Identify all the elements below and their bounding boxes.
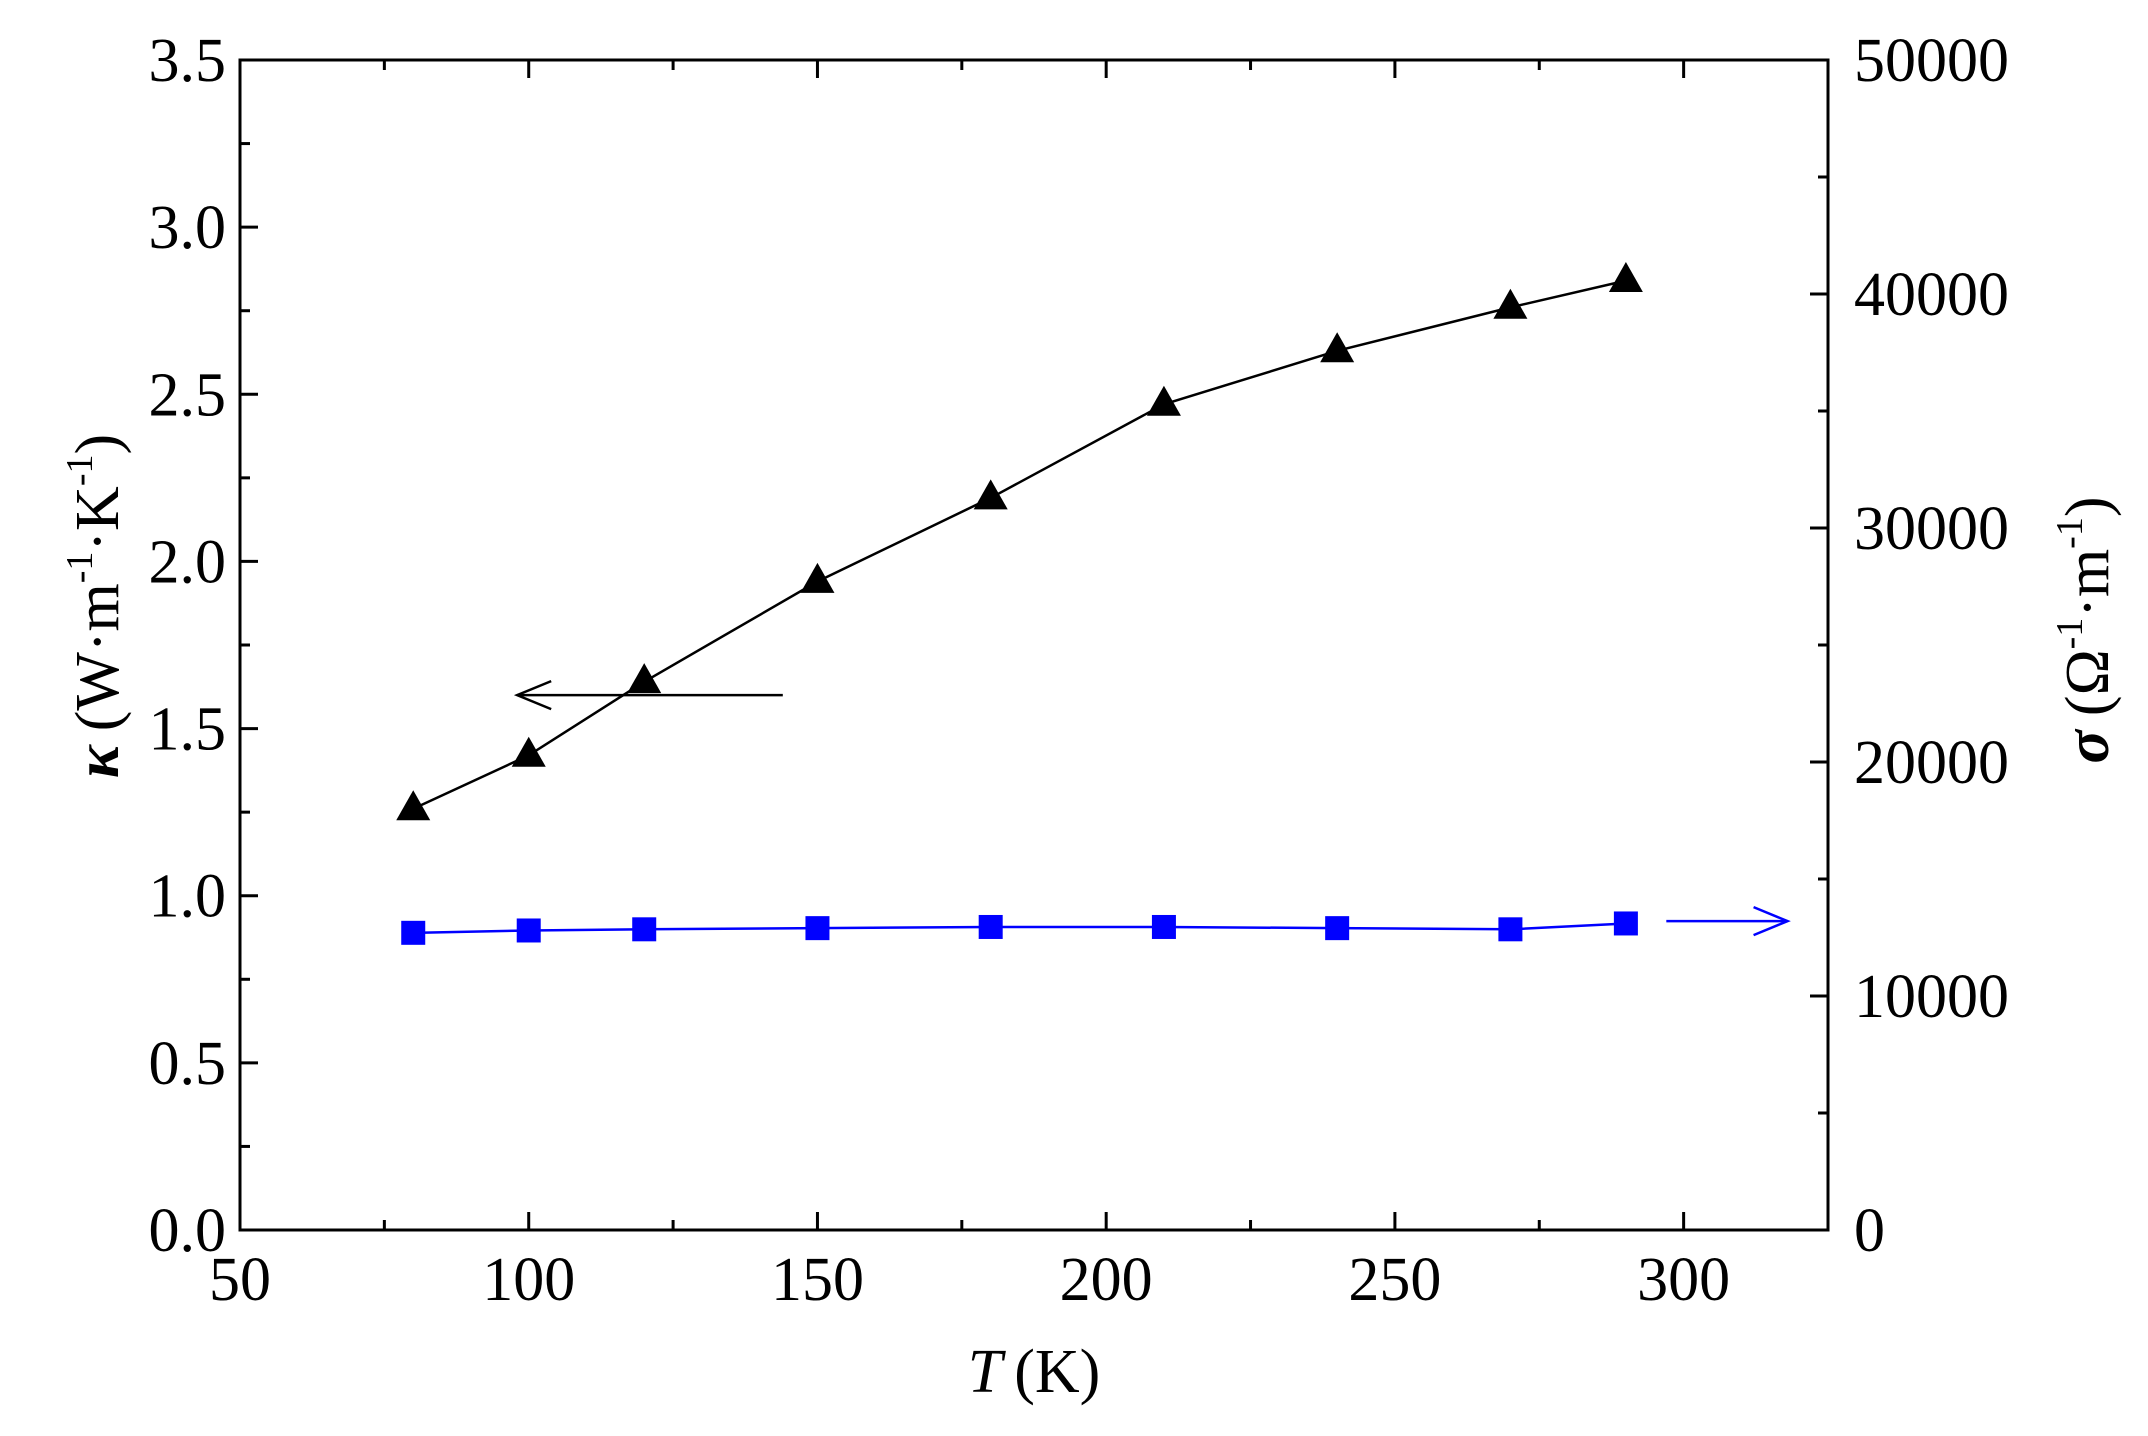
right-y-axis-unit-mid: ·m	[2054, 549, 2122, 618]
x-axis: 50 100 150 200 250 300	[209, 60, 1730, 1314]
arrow-right	[1666, 905, 1791, 937]
left-y-axis-unit-mid: ·K	[64, 486, 132, 552]
right-y-tick-label: 0	[1854, 1197, 1885, 1265]
left-y-tick-label: 1.0	[149, 863, 227, 931]
right-y-tick-label: 40000	[1854, 261, 2009, 329]
left-y-tick-label: 3.5	[149, 27, 227, 95]
data-point	[1151, 914, 1176, 939]
data-point	[511, 736, 546, 767]
x-tick-label: 50	[209, 1246, 271, 1314]
series-triangle-left	[396, 262, 1643, 821]
data-point	[1498, 917, 1523, 942]
arrow-head	[513, 679, 552, 711]
left-y-axis: 0.0 0.5 1.0 1.5 2.0 2.5 3.0 3.5	[149, 27, 258, 1265]
right-y-axis-unit-open: (Ω	[2054, 649, 2122, 716]
right-y-axis-unit-close: )	[2054, 497, 2122, 518]
x-tick-label: 250	[1348, 1246, 1441, 1314]
right-y-axis-title: σ(Ω-1·m-1)	[2049, 497, 2122, 764]
x-tick-label: 150	[771, 1246, 864, 1314]
left-y-axis-title: κ(W·m-1·K-1)	[59, 434, 132, 778]
data-point	[516, 918, 541, 943]
right-y-tick-label: 30000	[1854, 495, 2009, 563]
arrow-left	[513, 679, 783, 711]
x-axis-symbol: T	[968, 1338, 1007, 1406]
x-tick-label: 200	[1060, 1246, 1153, 1314]
x-tick-label: 300	[1637, 1246, 1730, 1314]
data-point	[1146, 385, 1181, 416]
left-y-tick-label: 1.5	[149, 696, 227, 764]
annotation-arrows	[513, 679, 1791, 937]
right-y-axis-exp2: -1	[2049, 517, 2091, 549]
right-y-tick-label: 50000	[1854, 27, 2009, 95]
x-axis-title: T (K)	[968, 1338, 1101, 1406]
right-y-axis: 0 10000 20000 30000 40000 50000	[1810, 27, 2009, 1265]
series-line	[413, 922, 1626, 935]
data-point	[627, 663, 662, 694]
right-y-tick-label: 20000	[1854, 729, 2009, 797]
data-point	[1320, 332, 1355, 363]
left-y-axis-symbol: κ	[64, 744, 132, 778]
left-y-tick-label: 2.5	[149, 361, 227, 429]
plot-border	[238, 58, 1830, 1232]
arrow-head	[1753, 905, 1791, 937]
data-point	[1613, 911, 1638, 936]
left-y-axis-unit-close: )	[64, 434, 132, 455]
right-y-axis-symbol: σ	[2054, 729, 2122, 764]
left-y-tick-label: 2.0	[149, 528, 227, 596]
x-tick-label: 100	[482, 1246, 575, 1314]
series-square-right	[401, 911, 1638, 945]
data-point	[401, 920, 426, 945]
right-y-tick-label: 10000	[1854, 963, 2009, 1031]
data-point	[1493, 288, 1528, 319]
left-y-axis-unit-open: (W·m	[64, 583, 132, 731]
series-line	[412, 279, 1627, 810]
left-y-tick-label: 0.5	[149, 1030, 227, 1098]
data-point	[632, 917, 657, 942]
data-point	[1325, 916, 1350, 941]
data-point	[978, 914, 1003, 939]
left-y-tick-label: 0.0	[149, 1197, 227, 1265]
data-point	[805, 916, 830, 941]
right-y-axis-exp1: -1	[2049, 618, 2091, 650]
data-point	[973, 479, 1008, 510]
data-point	[800, 562, 835, 593]
data-point	[396, 790, 431, 821]
left-y-tick-label: 3.0	[149, 194, 227, 262]
left-y-axis-exp1: -1	[59, 552, 101, 584]
left-y-axis-exp2: -1	[59, 455, 101, 487]
data-point	[1608, 262, 1643, 293]
plot-frame	[238, 58, 1830, 1232]
series-layer	[396, 262, 1643, 945]
x-axis-unit: (K)	[1014, 1338, 1100, 1406]
